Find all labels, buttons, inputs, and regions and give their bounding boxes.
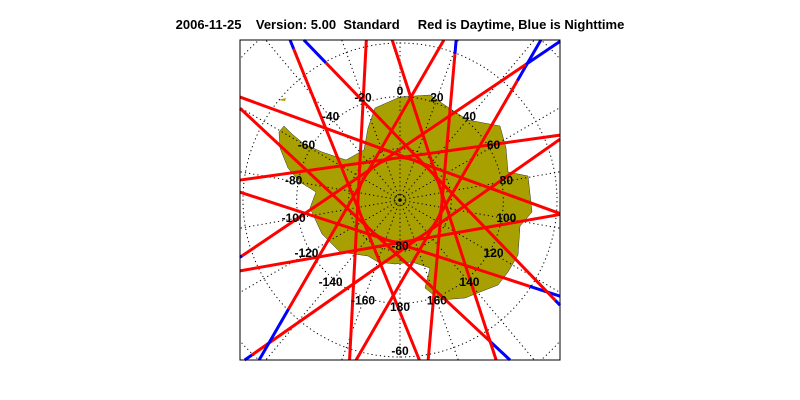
meridian-line <box>402 203 535 361</box>
longitude-label: -120 <box>294 246 318 260</box>
title-date: 2006-11-25 <box>175 17 242 32</box>
longitude-label: 160 <box>427 294 447 308</box>
night-track-segment <box>488 340 512 362</box>
meridian-line <box>402 39 535 197</box>
longitude-label: 80 <box>500 173 514 187</box>
longitude-label: -40 <box>322 109 340 123</box>
longitude-label: -160 <box>351 294 375 308</box>
night-track-segment <box>302 38 328 64</box>
day-track-segment <box>390 39 498 361</box>
meridian-line <box>239 202 396 293</box>
map-frame <box>239 39 561 361</box>
night-track-segment <box>453 39 458 55</box>
longitude-label: -140 <box>319 275 343 289</box>
island <box>278 98 286 101</box>
title-mode: Standard <box>343 17 400 32</box>
title-version: Version: 5.00 <box>255 17 337 32</box>
meridian-line <box>239 107 396 198</box>
day-track-segment <box>239 95 561 215</box>
longitude-label: 0 <box>397 84 404 98</box>
title-legend: Red is Daytime, Blue is Nighttime <box>417 17 625 32</box>
longitude-label: 120 <box>484 246 504 260</box>
longitude-label: -100 <box>282 211 306 225</box>
meridian-line <box>404 202 561 293</box>
longitude-label: 100 <box>496 211 516 225</box>
night-track-segment <box>243 353 253 362</box>
longitude-label: 180 <box>390 300 410 314</box>
meridian-line <box>239 200 396 229</box>
night-track-segment <box>516 39 543 82</box>
orbit-tracks <box>238 38 562 362</box>
longitude-label: 140 <box>459 275 479 289</box>
night-track-segment <box>524 40 561 66</box>
map-labels: 0 20 40 60 80 100 120 140 160 180 -160 -140 -120 -100… <box>282 84 517 358</box>
longitude-label: -80 <box>285 173 303 187</box>
longitude-label: 60 <box>487 138 501 152</box>
longitude-label: 20 <box>430 91 444 105</box>
night-track-segment <box>554 299 562 307</box>
day-track-segment <box>356 156 444 244</box>
latitude-circle <box>394 194 406 206</box>
meridian-line <box>404 200 561 229</box>
meridian-line <box>404 171 561 200</box>
meridian-line <box>265 39 398 197</box>
night-track-segment <box>288 39 296 50</box>
longitude-label: -20 <box>354 91 372 105</box>
latitude-label: -60 <box>391 344 409 358</box>
meridian-line <box>404 107 561 198</box>
night-track-segment <box>257 308 290 361</box>
longitude-label: -60 <box>298 138 316 152</box>
meridian-line <box>265 203 398 361</box>
map-title: 2006-11-25 Version: 5.00 Standard Red is… <box>0 17 800 32</box>
latitude-label: -80 <box>391 239 409 253</box>
south-pole-marker <box>398 198 402 202</box>
longitude-label: 40 <box>463 109 477 123</box>
day-track-segment <box>324 61 557 302</box>
